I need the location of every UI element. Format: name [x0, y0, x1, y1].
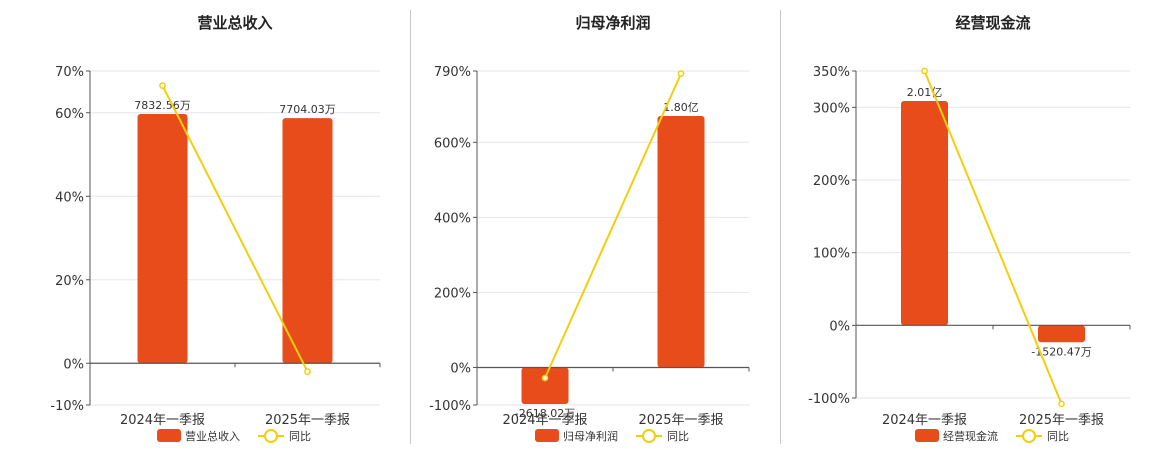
bar[interactable] — [657, 116, 705, 368]
y-tick-label: 0% — [450, 361, 471, 376]
y-tick-label: 300% — [813, 101, 850, 116]
y-tick-label: 40% — [55, 190, 84, 205]
panel-divider — [410, 10, 411, 444]
bar[interactable] — [137, 114, 188, 364]
y-tick-label: 600% — [434, 136, 471, 151]
y-tick-label: 400% — [434, 211, 471, 226]
x-category-label: 2025年一季报 — [265, 413, 350, 428]
legend-swatch-marker — [642, 429, 656, 443]
x-category-label: 2024年一季报 — [882, 413, 967, 428]
chart-title: 营业总收入 — [197, 14, 272, 32]
yoy-point[interactable] — [159, 82, 166, 89]
panel-divider — [780, 10, 781, 444]
chart-title: 归母净利润 — [575, 14, 650, 32]
revenue-chart-panel: 营业总收入 70% 60% 40% 20% 0% -10% 7832.56万 7704.03万 2… — [0, 0, 410, 450]
bar[interactable] — [901, 101, 948, 326]
yoy-point[interactable] — [304, 368, 311, 375]
yoy-line — [923, 70, 1063, 405]
y-tick-label: 350% — [813, 65, 850, 80]
bar[interactable] — [521, 367, 569, 405]
bar-data-label: -1520.47万 — [1031, 345, 1091, 358]
yoy-point[interactable] — [1058, 400, 1065, 408]
y-tick-label: 0% — [829, 319, 850, 334]
y-tick-label: -100% — [429, 399, 471, 414]
cashflow-chart-panel: 经营现金流 350% 300% 200% 100% 0% -100% 2.01亿 -1520.4… — [781, 0, 1160, 450]
yoy-point[interactable] — [677, 70, 685, 77]
yoy-line — [544, 73, 682, 379]
yoy-line — [161, 85, 309, 373]
chart-svg: 营业总收入 70% 60% 40% 20% 0% -10% 7832.56万 7704.03万 2… — [50, 14, 381, 443]
bar-data-label: -2618.02万 — [515, 407, 575, 420]
y-tick-label: 200% — [813, 174, 850, 189]
chart-svg: 经营现金流 350% 300% 200% 100% 0% -100% 2.01亿 -1520.4… — [808, 14, 1131, 443]
y-tick-label: 60% — [55, 107, 84, 122]
yoy-point[interactable] — [921, 67, 928, 75]
y-tick-label: -100% — [808, 392, 850, 407]
y-tick-label: 20% — [55, 274, 84, 289]
legend-label: 归母净利润 — [563, 429, 618, 443]
legend-label: 同比 — [667, 430, 689, 443]
bar-data-label: 1.80亿 — [663, 101, 699, 114]
x-category-label: 2025年一季报 — [1019, 413, 1104, 428]
bar-data-label: 7704.03万 — [279, 103, 336, 116]
legend-label: 经营现金流 — [943, 429, 998, 443]
legend-swatch-marker — [1022, 429, 1036, 443]
legend-label: 同比 — [289, 430, 311, 443]
y-tick-label: 200% — [434, 286, 471, 301]
bar[interactable] — [1038, 325, 1085, 343]
legend-swatch-marker — [264, 429, 278, 443]
y-tick-label: 0% — [63, 357, 84, 372]
legend-swatch-bar — [915, 429, 939, 442]
bar-data-label: 7832.56万 — [134, 99, 191, 112]
legend-label: 同比 — [1047, 430, 1069, 443]
bar[interactable] — [282, 118, 333, 364]
chart-svg: 归母净利润 790% 600% 400% 200% 0% -100% -2618.02万 1.8… — [429, 14, 750, 443]
net-profit-chart-panel: 归母净利润 790% 600% 400% 200% 0% -100% -2618.02万 1.8… — [411, 0, 780, 450]
legend-label: 营业总收入 — [185, 429, 240, 443]
legend-swatch-bar — [157, 429, 181, 442]
yoy-point[interactable] — [541, 374, 549, 382]
y-tick-label: 790% — [434, 65, 471, 80]
y-tick-label: 70% — [55, 65, 84, 80]
chart-title: 经营现金流 — [955, 14, 1030, 32]
x-category-label: 2024年一季报 — [120, 413, 205, 428]
y-tick-label: 100% — [813, 247, 850, 262]
y-tick-label: -10% — [50, 399, 84, 414]
x-category-label: 2024年一季报 — [502, 413, 587, 428]
bar-data-label: 2.01亿 — [907, 86, 943, 99]
legend-swatch-bar — [535, 429, 559, 442]
x-category-label: 2025年一季报 — [638, 413, 723, 428]
